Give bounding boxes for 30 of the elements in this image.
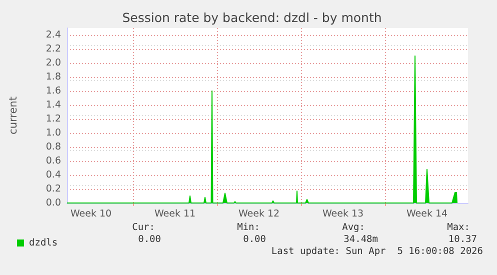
y-tick-label: 0.4	[46, 170, 61, 180]
text: Last update: Sun Apr 5 16:00:08 2026	[271, 246, 483, 257]
y-tick-label: 0.0	[46, 198, 61, 208]
y-tick-label: 0.2	[46, 184, 61, 194]
text: 34.48m	[344, 234, 378, 245]
y-tick-label: 1.6	[46, 86, 61, 96]
text: 0.00	[243, 234, 266, 245]
y-tick-label: 1.4	[46, 100, 61, 110]
y-tick-label: 2.4	[46, 30, 61, 40]
x-tick-label: Week 14	[406, 208, 448, 220]
text: Avg:	[342, 222, 365, 233]
text: Cur:	[132, 222, 155, 233]
legend-label: dzdls	[29, 238, 58, 248]
y-tick-label: 0.8	[46, 142, 61, 152]
y-tick-label: 2.2	[46, 44, 61, 54]
text: Min:	[237, 222, 260, 233]
text: Max:	[447, 222, 470, 233]
y-tick-label: 1.0	[46, 128, 61, 138]
text: 0.00	[138, 234, 161, 245]
y-tick-label: 2.0	[46, 58, 61, 68]
y-tick-label: 1.2	[46, 114, 61, 124]
y-tick-label: 1.8	[46, 72, 61, 82]
x-tick-label: Week 11	[154, 208, 196, 220]
chart-title: Session rate by backend: dzdl - by month	[122, 10, 382, 25]
y-axis-title: current	[8, 96, 20, 134]
y-tick-label: 0.6	[46, 156, 61, 166]
text: 10.37	[448, 234, 477, 245]
x-tick-label: Week 13	[322, 208, 364, 220]
x-tick-label: Week 12	[238, 208, 280, 220]
x-tick-label: Week 10	[70, 208, 112, 220]
